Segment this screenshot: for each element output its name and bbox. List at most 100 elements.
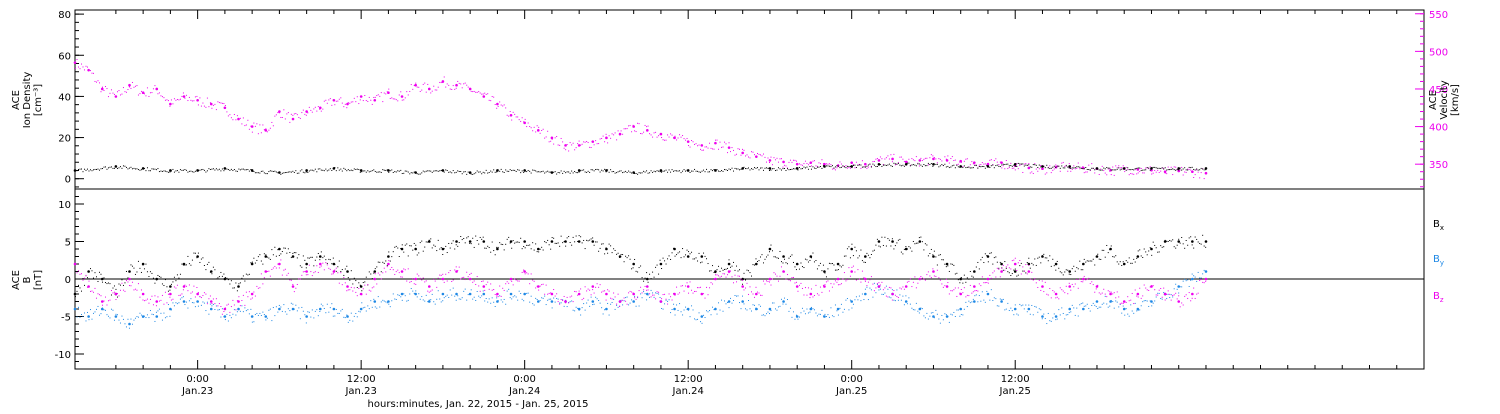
velocity-series-dot <box>1094 172 1096 174</box>
velocity-series-dot <box>110 89 112 91</box>
velocity-series-dot <box>403 99 405 101</box>
by-series-dot <box>75 308 76 310</box>
bx-series-point <box>237 285 240 288</box>
velocity-series <box>73 59 1208 180</box>
velocity-series-dot <box>481 93 483 95</box>
velocity-series-point <box>1027 166 1031 170</box>
velocity-series-dot <box>190 99 192 101</box>
bx-series-dot <box>589 239 591 241</box>
bz-series-dot <box>828 290 830 292</box>
density-series-dot <box>523 171 525 173</box>
velocity-series-dot <box>842 165 844 167</box>
bx-series-dot <box>427 241 429 243</box>
bx-series-dot <box>335 270 337 272</box>
velocity-series-dot <box>269 127 271 129</box>
by-series-dot <box>1155 296 1157 298</box>
bx-series-dot <box>233 287 235 289</box>
bz-series-dot <box>386 266 388 268</box>
density-series-dot <box>628 170 630 172</box>
bx-series-dot <box>960 277 962 279</box>
density-series-dot <box>290 171 292 173</box>
velocity-series-point <box>646 129 649 132</box>
bx-series-dot <box>409 245 411 247</box>
velocity-series-dot <box>454 88 456 90</box>
density-series-dot <box>457 170 459 172</box>
by-series-point <box>591 300 595 303</box>
density-series-dot <box>996 164 998 166</box>
velocity-series-dot <box>281 116 283 118</box>
by-series-dot <box>349 319 351 321</box>
bz-series-dot <box>194 296 196 298</box>
bx-series-dot <box>924 243 926 245</box>
bx-series-dot <box>703 252 705 254</box>
bz-series-dot <box>499 285 501 287</box>
bx-series-dot <box>358 282 360 284</box>
density-series-dot <box>424 171 426 173</box>
bz-series-dot <box>734 274 736 276</box>
by-series-dot <box>517 299 519 301</box>
bz-series-dot <box>563 295 565 297</box>
bz-series-dot <box>1005 266 1007 268</box>
density-series-dot <box>578 171 580 173</box>
bx-series-point <box>264 255 268 258</box>
density-series-dot <box>158 171 160 173</box>
by-series-dot <box>227 320 229 322</box>
by-series-dot <box>1175 283 1177 285</box>
density-series-dot <box>721 170 723 172</box>
by-series-dot <box>623 300 625 302</box>
bz-series-dot <box>572 301 574 303</box>
by-series-dot <box>187 307 189 309</box>
bz-series-dot <box>268 270 270 272</box>
bz-series-dot <box>748 293 750 295</box>
by-series-point <box>1068 307 1072 311</box>
bx-series-dot <box>682 248 684 250</box>
density-series-dot <box>700 171 702 173</box>
density-series-point <box>850 165 853 168</box>
velocity-series-dot <box>742 148 744 150</box>
density-series-dot <box>305 171 307 173</box>
velocity-series-dot <box>695 143 697 145</box>
bx-series-dot <box>328 258 330 260</box>
velocity-series-dot <box>780 158 782 160</box>
bx-series-dot <box>580 236 582 238</box>
density-series-dot <box>611 171 613 173</box>
bz-series-dot <box>604 290 606 292</box>
velocity-series-dot <box>987 162 989 164</box>
density-series-dot <box>415 172 417 174</box>
velocity-series-dot <box>496 107 498 109</box>
bz-series-dot <box>1037 286 1039 288</box>
bz-series-dot <box>896 296 898 298</box>
bz-series-dot <box>415 283 417 285</box>
density-series-dot <box>223 170 225 172</box>
by-series-dot <box>310 316 312 318</box>
by-series-dot <box>350 312 352 314</box>
bx-series-dot <box>950 263 952 265</box>
density-series-dot <box>350 169 352 171</box>
by-series-dot <box>694 318 696 320</box>
by-series-point <box>1082 307 1085 311</box>
bx-series-dot <box>721 267 723 269</box>
bx-series-dot <box>1070 274 1072 276</box>
by-series-dot <box>777 306 779 308</box>
bz-series-point <box>850 270 853 273</box>
bz-series-dot <box>185 285 187 287</box>
by-series-dot <box>332 315 334 317</box>
by-series-dot <box>103 309 105 311</box>
density-series-point <box>305 169 308 172</box>
by-series-dot <box>536 298 538 300</box>
bz-series-dot <box>301 274 303 276</box>
velocity-series-dot <box>226 111 228 113</box>
density-series-dot <box>1112 169 1114 171</box>
bz-series-dot <box>280 259 282 261</box>
bz-series-point <box>496 292 499 296</box>
velocity-series-point <box>536 129 540 132</box>
bx-series-dot <box>277 249 279 251</box>
bx-series-dot <box>1062 274 1064 276</box>
bz-series-dot <box>689 281 691 283</box>
by-series-dot <box>649 296 651 298</box>
bx-series-dot <box>1169 239 1171 241</box>
velocity-series-dot <box>514 113 516 115</box>
bz-series-dot <box>370 290 372 292</box>
density-series-dot <box>598 169 600 171</box>
bx-series-dot <box>100 273 102 275</box>
